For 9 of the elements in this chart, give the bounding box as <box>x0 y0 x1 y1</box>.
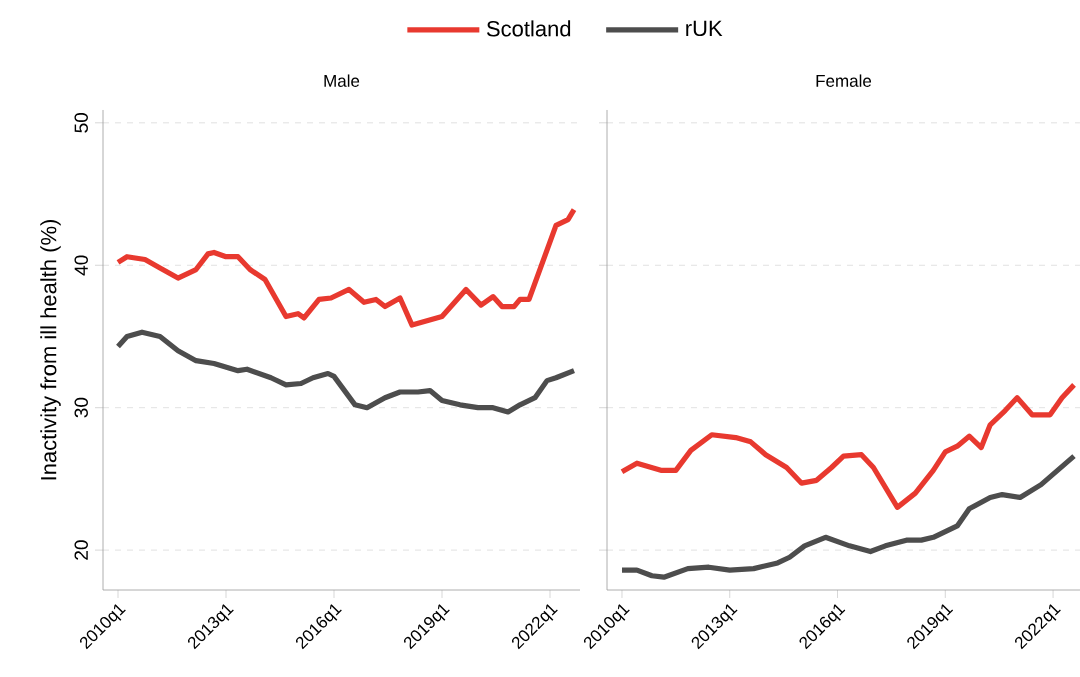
chart-title: Male <box>324 74 360 87</box>
legend-label: Scotland <box>486 20 571 37</box>
y-tick-label: 30 <box>74 397 88 418</box>
y-axis-title: Inactivity from ill health (%) <box>40 219 61 480</box>
y-tick-label: 50 <box>74 113 88 133</box>
chart-title: Female <box>816 74 872 87</box>
y-tick-label: 40 <box>74 255 88 276</box>
legend-label: rUK <box>686 20 723 37</box>
y-tick-label: 20 <box>74 540 88 560</box>
